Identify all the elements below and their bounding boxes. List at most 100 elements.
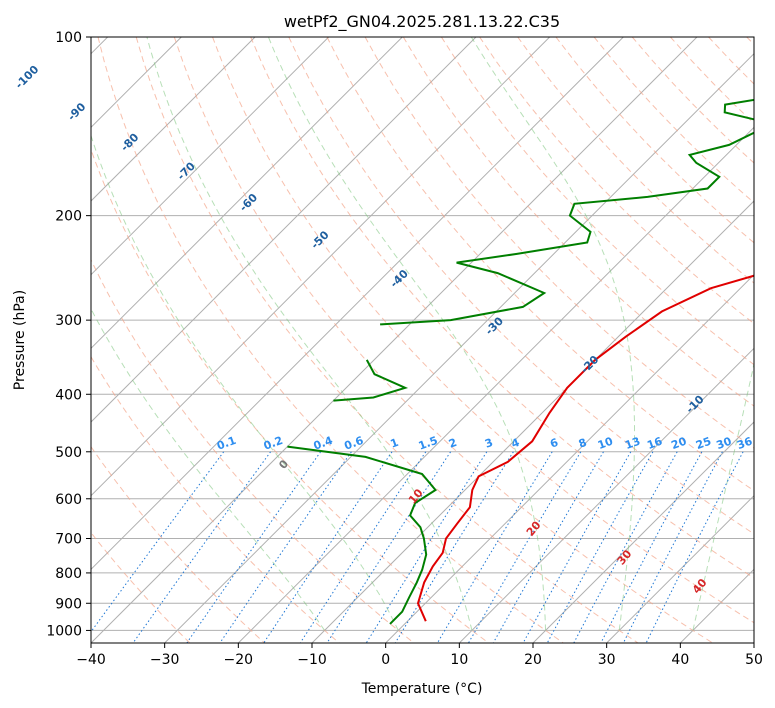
- mixing-ratio-line: [219, 451, 352, 643]
- isotherm-line: [164, 52, 754, 643]
- dry-adiabat-label: -60: [237, 191, 260, 214]
- moist-adiabat-label: 10: [406, 486, 426, 506]
- y-tick-label: 400: [55, 387, 82, 403]
- dry-adiabat-label: -50: [308, 228, 331, 251]
- mixing-ratio-label: 13: [623, 435, 642, 452]
- isotherm-line: [91, 37, 698, 643]
- x-tick-label: −10: [297, 652, 327, 668]
- y-tick-label: 100: [55, 30, 82, 46]
- mixing-ratio-line: [91, 451, 225, 633]
- mixing-ratio-label: 3: [483, 436, 495, 451]
- y-tick-label: 700: [55, 532, 82, 548]
- dry-adiabat-line: [746, 37, 754, 46]
- x-tick-label: −40: [76, 652, 106, 668]
- mixing-ratio-line: [645, 451, 744, 643]
- mixing-ratio-label: 0.6: [342, 434, 365, 453]
- x-tick-label: −30: [150, 652, 180, 668]
- moist-adiabat-line: [470, 37, 636, 631]
- isotherm-line: [753, 642, 754, 643]
- dry-adiabat-line: [91, 258, 415, 643]
- mixing-ratio-line: [186, 451, 322, 643]
- dry-adiabat-label: -40: [388, 267, 411, 290]
- mixing-ratio-label: 2: [447, 436, 459, 451]
- dry-adiabat-line: [91, 531, 191, 643]
- isotherm-line: [91, 37, 551, 497]
- mixing-ratio-label: 6: [548, 436, 560, 451]
- dry-adiabat-line: [250, 37, 754, 579]
- mixing-ratio-label: 25: [694, 435, 713, 452]
- isotherm-line: [91, 37, 330, 276]
- moist-adiabat-label: 30: [615, 547, 635, 567]
- dry-adiabat-line: [135, 37, 639, 643]
- mixing-ratio-label: 0.1: [215, 434, 238, 453]
- dry-adiabat-line: [555, 37, 754, 244]
- mixing-ratio-label: 8: [577, 436, 589, 451]
- label-layer: 0.1 0.2 0.4 0.6 1 1.5 2 3 4 6 8 10 13 16 20 25 30 36-100-…: [13, 63, 755, 597]
- dry-adiabat-line: [479, 37, 754, 325]
- dry-adiabat-label: -100: [13, 63, 42, 92]
- isotherm-line: [385, 273, 754, 643]
- y-tick-label: 300: [55, 313, 82, 329]
- mixing-ratio-line: [326, 451, 452, 643]
- isotherm-line: [91, 37, 624, 571]
- y-tick-label: 800: [55, 566, 82, 582]
- x-tick-label: 50: [745, 652, 763, 668]
- isotherm-line: [91, 37, 403, 350]
- y-tick-label: 1000: [46, 623, 82, 639]
- dry-adiabat-line: [91, 355, 340, 643]
- dry-adiabat-line: [97, 37, 564, 643]
- dry-adiabat-line: [212, 37, 754, 624]
- plot-frame: [90, 36, 755, 644]
- moist-adiabat-line: [692, 361, 754, 631]
- mixing-ratio-label: 10: [596, 434, 615, 452]
- dry-adiabat-label: -10: [683, 393, 706, 416]
- x-tick-label: 0: [381, 652, 390, 668]
- isotherm-line: [237, 126, 754, 643]
- isotherm-line: [91, 37, 256, 202]
- isotherm-line: [311, 200, 754, 643]
- mixing-ratio-line: [394, 451, 514, 643]
- x-tick-label: 20: [524, 652, 542, 668]
- y-axis-title: Pressure (hPa): [12, 290, 28, 390]
- x-tick-label: 10: [450, 652, 468, 668]
- dry-adiabat-label: -70: [175, 159, 198, 182]
- mixing-ratio-line: [522, 451, 632, 643]
- axes-layer: −40 −30 −20 −10 0 10 20 30 40 50 100 200 300 400 500 6 0…: [46, 30, 763, 668]
- chart-title: wetPf2_GN04.2025.281.13.22.C35: [284, 12, 560, 32]
- dry-adiabat-line: [91, 148, 489, 643]
- dry-adiabat-label: -80: [118, 131, 141, 154]
- mixing-ratio-line: [622, 451, 723, 643]
- mixing-ratio-line: [299, 451, 427, 643]
- x-tick-label: 40: [671, 652, 689, 668]
- y-tick-label: 900: [55, 596, 82, 612]
- mixing-ratio-label: 1: [389, 436, 401, 451]
- dry-adiabat-line: [326, 37, 754, 492]
- moist-adiabat-label: 40: [690, 576, 710, 596]
- x-axis-title: Temperature (°C): [361, 681, 483, 697]
- x-tick-label: −20: [224, 652, 254, 668]
- dewpoint-upper-profile-line: [380, 98, 754, 326]
- mixing-ratio-label: 20: [669, 434, 688, 452]
- moist-adiabat-line: [146, 37, 473, 631]
- data-layer: [287, 98, 754, 625]
- grid-layer: [91, 37, 754, 643]
- y-tick-label: 200: [55, 209, 82, 225]
- dry-adiabat-line: [91, 445, 265, 643]
- dry-adiabat-label: -90: [65, 100, 88, 123]
- isotherm-line: [532, 421, 754, 643]
- dry-adiabat-line: [173, 37, 713, 643]
- mixing-ratio-label: 36: [735, 434, 754, 452]
- isotherm-line: [91, 37, 477, 423]
- mixing-ratio-line: [436, 451, 553, 643]
- moist-adiabat-line: [91, 307, 326, 631]
- y-tick-label: 500: [55, 445, 82, 461]
- mixing-ratio-label: 0.4: [312, 434, 335, 453]
- isotherm-line: [606, 494, 754, 643]
- dry-adiabat-line: [440, 37, 754, 366]
- isotherm-line: [458, 347, 754, 643]
- moist-adiabat-line: [91, 134, 399, 631]
- dewpoint-profile-line: [287, 445, 437, 625]
- mixing-ratio-line: [600, 451, 703, 643]
- mixing-ratio-label: 0.2: [262, 434, 285, 453]
